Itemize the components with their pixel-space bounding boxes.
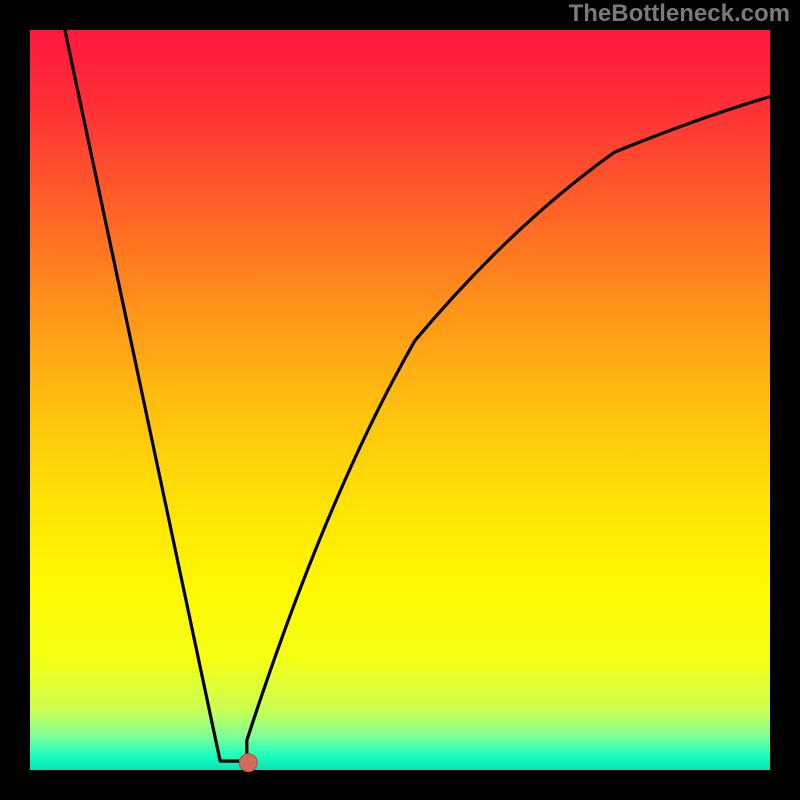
watermark-text: TheBottleneck.com xyxy=(569,0,790,28)
bottleneck-chart xyxy=(0,0,800,800)
chart-plot-background xyxy=(30,30,770,770)
optimal-point-marker xyxy=(239,754,257,772)
chart-container: TheBottleneck.com xyxy=(0,0,800,800)
